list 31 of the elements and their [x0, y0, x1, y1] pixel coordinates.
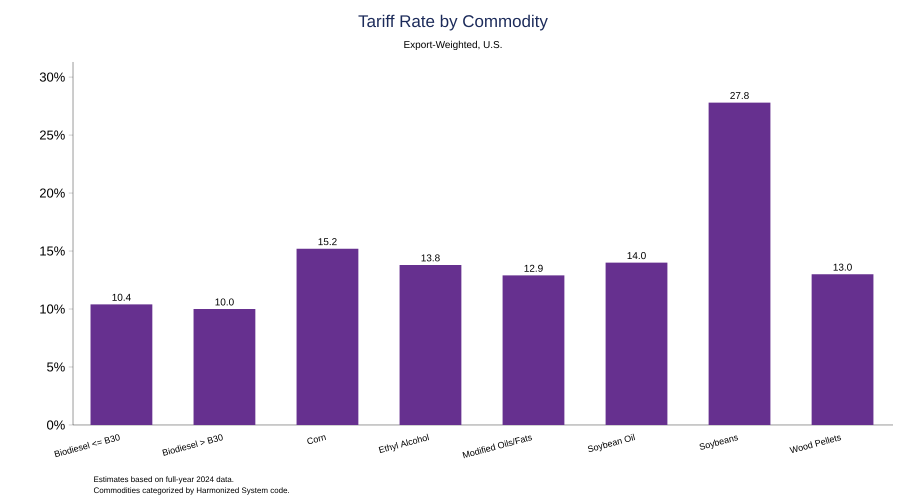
- y-tick-label: 0%: [47, 420, 65, 430]
- x-tick-label: Ethyl Alcohol: [378, 434, 430, 454]
- chart-subtitle: Export-Weighted, U.S.: [404, 40, 502, 50]
- data-label: 10.0: [216, 298, 234, 306]
- x-tick-label: Corn: [307, 435, 326, 444]
- bar: [296, 248, 358, 425]
- bar: [400, 264, 462, 425]
- data-label: 12.9: [524, 264, 543, 272]
- bar: [812, 274, 874, 425]
- data-label: 13.8: [422, 254, 440, 262]
- y-tick-label: 25%: [40, 130, 65, 140]
- y-tick-label: 30%: [40, 72, 65, 82]
- x-tick-label: Soybean Oil: [588, 434, 636, 452]
- data-label: 10.4: [112, 294, 131, 301]
- x-tick-label: Modified Oils/Fats: [462, 436, 532, 458]
- x-tick-label: Wood Pellets: [789, 436, 842, 453]
- bar: [194, 309, 256, 425]
- bar: [606, 262, 668, 425]
- bar: [502, 275, 564, 425]
- data-label: 27.8: [730, 92, 749, 100]
- y-tick-label: 15%: [40, 246, 65, 256]
- y-tick-label: 20%: [40, 188, 65, 198]
- y-tick-label: 10%: [40, 304, 65, 314]
- bar: [90, 304, 152, 425]
- y-tick-label: 5%: [47, 362, 65, 372]
- data-label: 15.2: [318, 238, 337, 246]
- chart-title: Tariff Rate by Commodity: [358, 14, 548, 31]
- x-tick-label: Soybeans: [700, 436, 738, 450]
- data-label: 14.0: [628, 252, 646, 260]
- data-label: 13.0: [834, 264, 852, 271]
- bar: [708, 102, 770, 425]
